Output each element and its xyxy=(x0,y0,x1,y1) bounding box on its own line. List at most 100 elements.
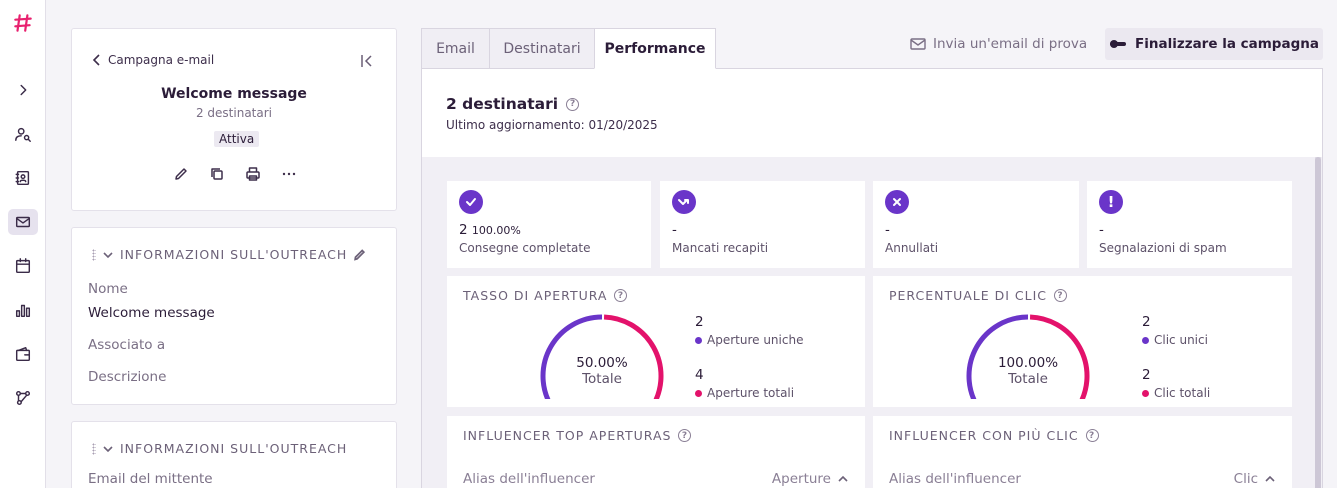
stat-label: Mancati recapiti xyxy=(672,241,769,255)
recipients-count: 2 destinatari xyxy=(446,95,559,113)
x-icon xyxy=(885,190,909,214)
help-icon[interactable]: ? xyxy=(566,97,580,111)
open-rate-gauge xyxy=(540,314,664,399)
user-search-icon[interactable] xyxy=(8,121,38,147)
contacts-book-icon[interactable] xyxy=(8,165,38,191)
total-clicks-value: 2 xyxy=(1142,367,1151,383)
campaign-title: Welcome message xyxy=(161,86,307,102)
unique-opens-label: Aperture uniche xyxy=(695,333,803,347)
stat-bounced: - Mancati recapiti xyxy=(660,181,865,268)
campaign-actions xyxy=(172,165,298,183)
click-rate-percent: 100.00% xyxy=(997,355,1059,371)
toggle-icon xyxy=(1110,40,1127,48)
performance-panel: 2 destinatari ? Ultimo aggiornamento: 01… xyxy=(421,68,1323,488)
total-clicks-label: Clic totali xyxy=(1142,386,1210,400)
finalize-campaign-button[interactable]: Finalizzare la campagna xyxy=(1105,28,1323,60)
back-link[interactable]: Campagna e-mail xyxy=(92,53,214,67)
send-test-email-button[interactable]: Invia un'email di prova xyxy=(910,33,1087,55)
open-rate-total-label: Totale xyxy=(582,371,622,387)
outreach-info-heading[interactable]: INFORMAZIONI SULL'OUTREACH xyxy=(92,247,366,262)
chevron-down-icon xyxy=(103,445,113,452)
gauge-track xyxy=(603,314,664,399)
section-heading-text: INFORMAZIONI SULL'OUTREACH xyxy=(120,247,348,262)
duplicate-icon[interactable] xyxy=(208,165,226,183)
help-icon[interactable]: ? xyxy=(678,429,692,442)
name-value: Welcome message xyxy=(88,305,215,321)
total-opens-label: Aperture totali xyxy=(695,386,794,400)
chevron-left-icon xyxy=(92,54,100,66)
finalize-campaign-label: Finalizzare la campagna xyxy=(1135,36,1319,52)
column-header-alias[interactable]: Alias dell'influencer xyxy=(463,471,595,487)
top-opens-heading: INFLUENCER TOP APERTURAS ? xyxy=(463,428,692,443)
campaign-summary-card: Campagna e-mail Welcome message 2 destin… xyxy=(71,28,397,211)
drag-handle-icon[interactable] xyxy=(92,442,96,455)
column-header-clicks[interactable]: Clic xyxy=(1234,471,1276,487)
column-header-alias[interactable]: Alias dell'influencer xyxy=(889,471,1021,487)
stat-value: - xyxy=(1099,222,1104,238)
tab-performance[interactable]: Performance xyxy=(594,28,716,69)
stat-label: Annullati xyxy=(885,241,939,255)
bar-chart-icon[interactable] xyxy=(8,297,38,323)
collapse-panel-icon[interactable] xyxy=(360,54,374,68)
gauge-fill xyxy=(540,314,603,399)
edit-icon[interactable] xyxy=(172,165,190,183)
tab-email[interactable]: Email xyxy=(421,28,490,69)
scrollbar[interactable] xyxy=(1315,157,1321,488)
last-updated: Ultimo aggiornamento: 01/20/2025 xyxy=(446,118,658,132)
open-rate-card: TASSO DI APERTURA ? 50.00% Totale 2 Aper… xyxy=(447,276,865,407)
description-label: Descrizione xyxy=(88,369,167,385)
chevron-up-icon xyxy=(838,475,848,482)
workflow-icon[interactable] xyxy=(8,385,38,411)
chevron-down-icon xyxy=(103,251,113,258)
column-header-opens[interactable]: Aperture xyxy=(772,471,849,487)
name-label: Nome xyxy=(88,281,128,297)
stat-value: 2 100.00% xyxy=(459,222,521,238)
more-options-icon[interactable] xyxy=(280,165,298,183)
back-label: Campagna e-mail xyxy=(108,53,215,67)
top-clicks-heading: INFLUENCER CON PIÙ CLIC ? xyxy=(889,428,1099,443)
edit-icon[interactable] xyxy=(353,248,366,261)
chevron-up-icon xyxy=(1265,475,1275,482)
total-opens-value: 4 xyxy=(695,367,704,383)
print-icon[interactable] xyxy=(244,165,262,183)
campaign-recipients: 2 destinatari xyxy=(195,106,273,120)
recipients-heading: 2 destinatari ? xyxy=(446,95,580,113)
top-opens-card: INFLUENCER TOP APERTURAS ? Alias dell'in… xyxy=(447,416,865,488)
send-test-email-label: Invia un'email di prova xyxy=(933,36,1088,52)
nav-rail xyxy=(0,0,46,488)
logo-icon[interactable] xyxy=(8,10,38,36)
tab-recipients[interactable]: Destinatari xyxy=(489,28,595,69)
help-icon[interactable]: ? xyxy=(1054,289,1068,302)
gauge-track xyxy=(1029,314,1090,399)
click-rate-heading: PERCENTUALE DI CLIC ? xyxy=(889,288,1068,303)
stat-label: Consegne completate xyxy=(459,241,591,255)
outreach-info-heading-2[interactable]: INFORMAZIONI SULL'OUTREACH xyxy=(92,441,347,456)
help-icon[interactable]: ? xyxy=(614,289,628,302)
unique-clicks-label: Clic unici xyxy=(1142,333,1208,347)
help-icon[interactable]: ? xyxy=(1085,429,1099,442)
click-rate-card: PERCENTUALE DI CLIC ? 100.00% Totale 2 C… xyxy=(873,276,1292,407)
drag-handle-icon[interactable] xyxy=(92,248,96,261)
stat-value: - xyxy=(885,222,890,238)
bounce-arrow-icon xyxy=(672,190,696,214)
calendar-icon[interactable] xyxy=(8,253,38,279)
expand-chevron-icon[interactable] xyxy=(8,77,38,103)
click-rate-gauge xyxy=(966,314,1090,399)
outreach-info-card: INFORMAZIONI SULL'OUTREACH Nome Welcome … xyxy=(71,227,397,405)
wallet-icon[interactable] xyxy=(8,341,38,367)
sender-email-label: Email del mittente xyxy=(88,471,213,487)
associated-label: Associato a xyxy=(88,337,166,353)
stat-unsubscribed: - Annullati xyxy=(873,181,1079,268)
stat-spam: ! - Segnalazioni di spam xyxy=(1087,181,1292,268)
email-icon[interactable] xyxy=(8,209,38,235)
stat-value: - xyxy=(672,222,677,238)
unique-opens-value: 2 xyxy=(695,314,704,330)
unique-clicks-value: 2 xyxy=(1142,314,1151,330)
exclamation-icon: ! xyxy=(1099,190,1123,214)
stat-delivered: 2 100.00% Consegne completate xyxy=(447,181,651,268)
click-rate-total-label: Totale xyxy=(1008,371,1048,387)
outreach-info-card-2: INFORMAZIONI SULL'OUTREACH Email del mit… xyxy=(71,421,397,488)
status-badge: Attiva xyxy=(214,131,260,147)
open-rate-percent: 50.00% xyxy=(576,355,628,371)
stat-label: Segnalazioni di spam xyxy=(1099,241,1227,255)
